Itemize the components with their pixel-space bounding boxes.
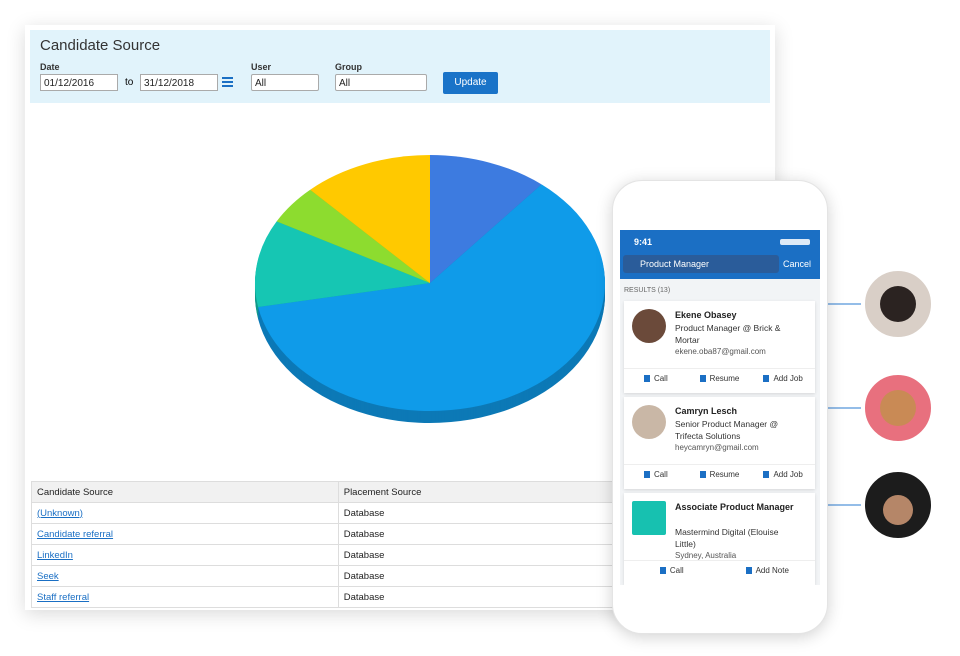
table-header: Candidate Source Placement Source [31,481,652,503]
source-link[interactable]: Candidate referral [37,528,114,540]
card-action[interactable]: Call [624,374,688,383]
card-detail: ekene.oba87@gmail.com [675,347,766,356]
column-header: Candidate Source [31,481,339,503]
action-icon [699,375,706,382]
action-label: Call [653,374,668,383]
table-row: Staff referral Database [31,586,652,608]
action-label: Resume [709,470,740,479]
card-name: Associate Product Manager [675,502,794,512]
status-time: 9:41 [634,237,653,247]
action-label: Add Note [755,566,789,575]
results-count: RESULTS (13) [624,287,671,294]
date-to[interactable]: 31/12/2018 [140,74,218,91]
candidate-card: Ekene Obasey Product Manager @ Brick & Mo… [624,301,815,393]
date-label: Date [40,62,60,72]
action-icon [763,375,770,382]
card-divider [624,560,815,561]
avatar-hair [880,286,916,322]
cell: (Unknown) [31,502,339,524]
status-icons [780,239,810,245]
cell: Database [337,502,652,524]
card-avatar [632,405,666,439]
action-label: Add Job [773,470,803,479]
search-text: Product Manager [640,259,710,269]
phone: 9:41 Product Manager Cancel RESULTS (13)… [612,180,828,634]
source-table: Candidate Source Placement Source (Unknown… [31,481,652,608]
action-icon [659,567,666,574]
action-icon [643,471,650,478]
cell: Staff referral [31,586,339,608]
connectors [828,267,935,542]
card-action[interactable]: Resume [688,470,752,479]
card-action[interactable]: Add Job [751,374,815,383]
cell: Database [337,544,652,566]
source-link[interactable]: Seek [37,570,59,582]
user-label: User [251,62,272,72]
card-name: Ekene Obasey [675,310,737,320]
group-label: Group [335,62,362,72]
pie-slice [254,221,430,307]
cell: Database [337,565,652,587]
source-link[interactable]: (Unknown) [37,507,83,519]
filter-bar: Candidate Source Date 01/12/2016 to 31/1… [30,30,770,103]
avatar-hair [880,390,916,426]
card-role: Product Manager @ Brick & Mortar [675,323,781,345]
avatar-face [883,495,913,525]
card-avatar [632,309,666,343]
candidate-card: Associate Product Manager Mastermind Digi… [624,493,815,585]
card-detail: Sydney, Australia [675,551,737,560]
pie-chart [254,155,605,423]
action-label: Call [653,470,668,479]
action-label: Call [669,566,684,575]
source-link[interactable]: LinkedIn [37,549,73,561]
date-from[interactable]: 01/12/2016 [40,74,118,91]
pie-slice [430,155,542,283]
report-panel: Candidate Source Date 01/12/2016 to 31/1… [25,25,775,610]
candidate-card: Camryn Lesch Senior Product Manager @ Tri… [624,397,815,489]
pie-slice [258,184,605,411]
cell: Database [337,586,652,608]
to-label: to [125,77,134,88]
app-bar: 9:41 Product Manager Cancel [620,230,820,279]
search-box[interactable]: Product Manager [623,255,779,273]
card-role: Senior Product Manager @ Trifecta Soluti… [675,419,779,441]
phone-screen: 9:41 Product Manager Cancel RESULTS (13)… [620,230,820,585]
pie-slice [310,155,430,283]
user-select[interactable]: All [251,74,319,91]
action-icon [763,471,770,478]
card-divider [624,368,815,369]
card-detail: heycamryn@gmail.com [675,443,759,452]
action-icon [745,567,752,574]
card-divider [624,464,815,465]
card-avatar [632,501,666,535]
card-action[interactable]: Add Note [720,566,816,575]
card-name: Camryn Lesch [675,406,738,416]
cell: LinkedIn [31,544,339,566]
title: Candidate Source [40,37,161,54]
table-row: Candidate referral Database [31,523,652,545]
table-row: Seek Database [31,565,652,587]
action-icon [643,375,650,382]
card-action[interactable]: Call [624,470,688,479]
cell: Database [337,523,652,545]
source-link[interactable]: Staff referral [37,591,90,603]
card-action[interactable]: Add Job [751,470,815,479]
action-icon [699,471,706,478]
menu-icon[interactable] [222,77,233,79]
update-button[interactable]: Update [443,72,498,94]
card-action[interactable]: Resume [688,374,752,383]
action-label: Resume [709,374,740,383]
table-row: (Unknown) Database [31,502,652,524]
card-action[interactable]: Call [624,566,720,575]
card-role: Mastermind Digital (Elouise Little) [675,527,779,549]
column-header: Placement Source [337,481,652,503]
action-label: Add Job [773,374,803,383]
cell: Seek [31,565,339,587]
group-select[interactable]: All [335,74,427,91]
table-row: LinkedIn Database [31,544,652,566]
cancel-button[interactable]: Cancel [783,259,812,269]
cell: Candidate referral [31,523,339,545]
pie-slice [276,189,430,283]
